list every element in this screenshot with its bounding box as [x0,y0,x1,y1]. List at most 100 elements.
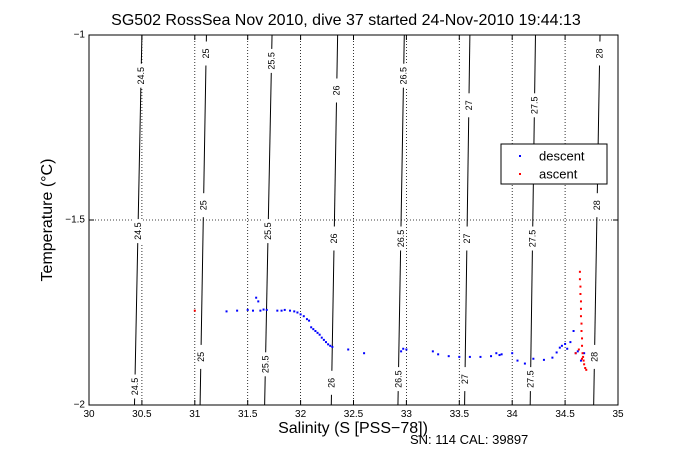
ascent-point [574,352,577,355]
descent-point [262,308,265,311]
x-tick-label: 35 [612,409,624,420]
descent-point [327,343,330,346]
density-contour-28 [593,34,601,406]
ascent-point [579,307,582,310]
grid [89,35,618,405]
contour-label: 26.5 [399,67,409,85]
descent-point [569,341,572,344]
contour-label-background [589,344,600,369]
contour-label: 25.5 [260,356,270,374]
contour-label-background [263,219,274,244]
ascent-point [581,357,584,360]
x-tick-label: 34.5 [555,409,575,420]
descent-point [490,355,493,358]
descent-point [405,348,408,351]
contour-label: 26 [329,233,339,243]
contour-label: 27.5 [529,97,539,115]
descent-point [320,336,323,339]
contour-label-background [461,226,472,251]
descent-point [479,355,482,358]
x-axis-label: Salinity (S [PSS−78]) [278,420,428,437]
x-tick-label: 33.5 [450,409,470,420]
x-tick-label: 30 [83,409,95,420]
contour-label-background [525,367,536,392]
descent-point [302,315,305,318]
contour-label: 28 [589,352,599,362]
legend-marker-ascent [519,173,521,175]
descent-point [560,344,563,347]
descent-point [498,354,501,357]
contour-label-background [201,41,212,66]
contour-label: 28 [595,48,605,58]
contour-label: 26.5 [393,370,403,388]
contour-label: 26 [332,85,342,95]
descent-point [431,350,434,353]
descent-point [500,353,503,356]
descent-point [402,347,405,350]
ascent-point [580,322,583,325]
ascent-point [581,344,584,347]
descent-point [225,310,228,313]
y-axis: −2 −1.5 −1 [65,30,618,411]
ascent-point [584,367,587,369]
contour-label-background [459,367,470,392]
descent-point [331,345,334,348]
contour-label: 24.5 [133,222,143,240]
contour-label: 27.5 [528,230,538,248]
descent-point [305,318,308,321]
ascent-point [581,337,584,340]
ascent-point [193,309,196,312]
legend-label-descent: descent [539,149,585,164]
descent-point [296,311,299,314]
density-contours: 24.5 24.5 24.5 25 25 25 25.5 25.5 25.5 26 26 26 26.5… [129,34,605,406]
y-tick-label: −1.5 [65,215,85,226]
contour-label-background [198,193,209,218]
y-tick-label: −2 [74,400,86,411]
descent-point [468,355,471,358]
contour-label-background [594,41,605,66]
descent-point [516,359,519,362]
x-axis: 30 30.5 31 31.5 32 32.5 33 33.5 34 34.5 35 [83,35,624,420]
descent-point [314,330,317,332]
descent-point [299,313,302,316]
x-tick-label: 32 [295,409,307,420]
contour-label: 27.5 [526,370,536,388]
contour-label: 27 [462,233,472,243]
contour-label: 25 [199,200,209,210]
ascent-point [583,363,586,366]
descent-point [511,352,514,355]
descent-point [257,300,260,303]
descent-point [458,355,461,358]
contour-label-background [398,63,409,88]
descent-point [523,362,526,365]
ascent-point [582,355,585,358]
contour-label-background [195,344,206,369]
descent-point [564,342,567,345]
descent-point [532,357,535,360]
descent-point [318,333,321,336]
descent-point [558,346,561,349]
contour-label: 28 [592,200,602,210]
descent-point [259,309,262,312]
x-tick-label: 31.5 [238,409,258,420]
legend-label-ascent: ascent [539,167,578,182]
descent-point [566,347,569,350]
legend-marker-descent [519,155,521,157]
contour-label: 25.5 [263,222,273,240]
ascent-point [582,359,585,362]
descent-point [447,355,450,358]
descent-point [495,352,498,355]
ascent-point [579,300,582,303]
ascent-point [581,352,584,355]
contour-label-background [527,226,538,251]
descent-point [310,326,313,329]
contour-label: 25 [201,48,211,58]
descent-point [246,308,249,311]
descent-point [583,352,586,355]
contour-label: 26.5 [396,230,406,248]
ascent-point [585,368,588,371]
contour-label: 24.5 [130,378,140,396]
y-axis-label: Temperature (°C) [39,159,56,282]
x-tick-label: 30.5 [132,409,152,420]
